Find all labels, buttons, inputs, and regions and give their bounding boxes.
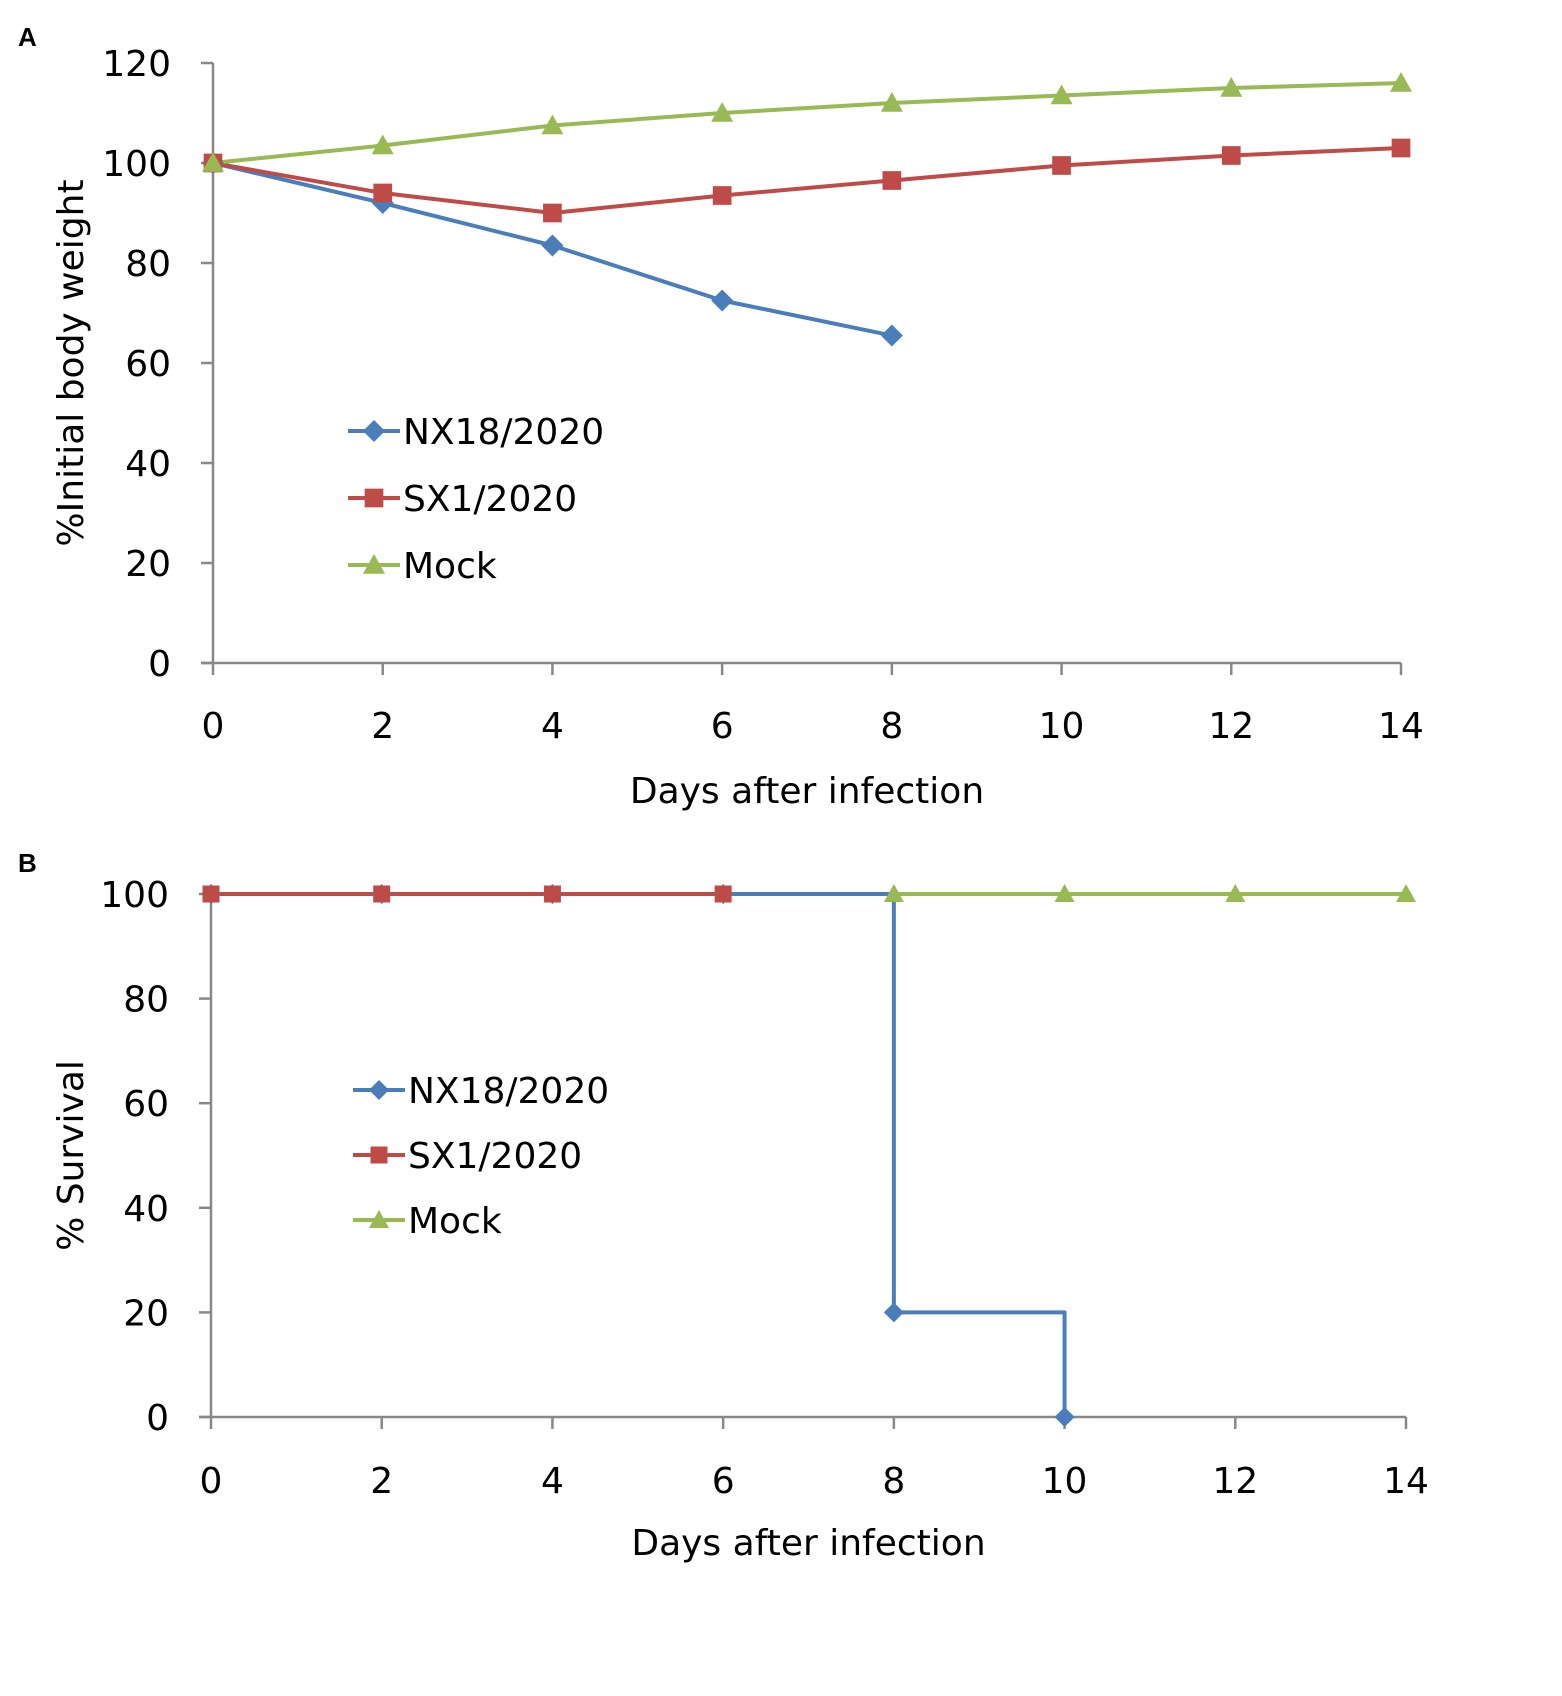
legend-label: Mock [408,1201,502,1242]
x-axis-title: Days after infection [631,1523,985,1564]
x-tick-label: 0 [200,1461,223,1502]
legend-marker [363,420,385,442]
y-tick-label: 80 [123,980,169,1021]
data-point [541,114,564,135]
y-tick-label: 0 [148,644,171,685]
legend-label: NX18/2020 [408,1071,609,1112]
data-point [711,289,734,312]
data-point [880,324,903,347]
data-point [712,186,732,205]
legend-label: SX1/2020 [403,479,577,520]
data-point [1225,884,1246,902]
data-point [1396,884,1416,902]
data-point [1221,146,1241,165]
data-point [883,884,904,902]
data-point [1390,72,1412,92]
legend-marker [364,488,384,508]
data-point [882,171,902,190]
legend-label: SX1/2020 [408,1136,582,1177]
data-point [543,203,562,223]
x-tick-label: 2 [371,706,394,747]
y-axis-title: % Survival [51,1060,92,1251]
x-tick-label: 8 [882,1461,905,1502]
data-point [1052,156,1071,175]
data-point [711,102,734,122]
y-tick-label: 80 [125,244,171,285]
data-point [1054,1407,1075,1427]
series-line-nx18-2020 [211,892,1067,1417]
series-line-sx1-2020 [212,146,1402,215]
y-tick-label: 40 [123,1189,169,1230]
panel-b-label: B [18,848,37,878]
data-point [714,885,732,903]
series-line-mock [212,81,1402,165]
data-point [1054,884,1075,902]
data-point [543,885,561,903]
legend-marker [369,1210,389,1228]
legend-marker [370,1146,388,1164]
weight-chart: 0 20 40 60 80 100 120 0 2 4 6 8 10 12 14 Days after inf… [51,44,1424,812]
data-point [371,134,394,155]
legend-marker [363,554,385,574]
data-point [880,92,903,112]
x-tick-label: 6 [711,706,734,747]
y-tick-label: 100 [100,875,169,916]
data-point [202,885,220,903]
data-point [373,885,391,903]
x-tick-label: 8 [880,706,903,747]
x-tick-label: 14 [1378,706,1424,747]
panel-a-label: A [18,22,37,52]
y-tick-label: 100 [102,144,171,185]
y-tick-label: 120 [102,44,171,85]
data-point [1050,84,1073,105]
data-point [1220,77,1243,97]
y-tick-label: 60 [125,344,171,385]
data-point [373,183,393,203]
data-point [1391,138,1411,158]
x-tick-label: 10 [1039,706,1085,747]
x-tick-label: 6 [712,1461,735,1502]
survival-chart: 0 20 40 60 80 100 0 2 4 6 8 10 12 14 Days after infect… [51,875,1429,1564]
y-tick-label: 60 [123,1084,169,1125]
x-tick-label: 10 [1042,1461,1088,1502]
legend-marker [369,1080,389,1100]
legend-label: NX18/2020 [403,412,604,453]
legend-label: Mock [403,546,497,587]
y-tick-label: 0 [146,1398,169,1439]
x-tick-label: 12 [1212,1461,1258,1502]
x-axis-title: Days after infection [630,771,984,812]
y-axis-title: %Initial body weight [51,179,92,546]
x-tick-label: 12 [1208,706,1254,747]
x-tick-label: 4 [541,706,564,747]
x-tick-label: 2 [370,1461,393,1502]
data-point [541,234,564,257]
data-point [202,152,224,172]
x-tick-label: 0 [202,706,225,747]
x-tick-label: 4 [541,1461,564,1502]
y-tick-label: 40 [125,444,171,485]
y-tick-label: 20 [123,1293,169,1334]
y-tick-label: 20 [125,544,171,585]
x-tick-label: 14 [1383,1461,1429,1502]
data-point [883,1302,904,1323]
